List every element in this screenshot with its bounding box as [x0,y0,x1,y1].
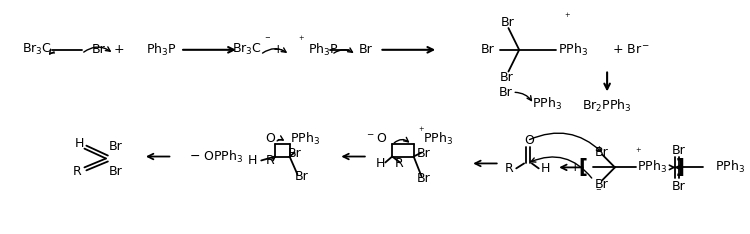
Text: Br$_2$PPh$_3$: Br$_2$PPh$_3$ [582,98,632,114]
Text: Br: Br [416,147,430,160]
Text: Br$_3$C: Br$_3$C [232,42,262,57]
Text: PPh$_3$: PPh$_3$ [715,159,745,176]
Text: H: H [541,162,550,175]
Text: PPh$_3$: PPh$_3$ [558,42,588,58]
Text: $^-$: $^-$ [595,187,603,197]
Text: Br: Br [594,146,608,159]
Text: +: + [113,43,124,56]
Text: $^-$O: $^-$O [365,132,387,145]
Text: $^+$: $^+$ [563,12,572,22]
Text: O: O [524,134,534,147]
Text: R: R [74,165,82,178]
Text: Br: Br [594,178,608,191]
Text: $^-$: $^-$ [263,35,272,45]
Text: $^+$: $^+$ [297,35,305,45]
Text: Br: Br [499,86,512,99]
Text: +: + [272,43,284,56]
Text: H: H [248,154,257,167]
Text: Br: Br [671,144,686,157]
Text: Br: Br [416,172,430,185]
Text: Br: Br [109,165,122,178]
Text: + Br$^-$: + Br$^-$ [612,43,650,56]
Text: Br: Br [671,180,686,193]
Text: PPh$_3$: PPh$_3$ [532,96,562,112]
Text: PPh$_3$: PPh$_3$ [638,159,668,176]
Text: +: + [569,161,580,174]
Text: Br: Br [92,43,106,56]
Text: O: O [265,132,275,145]
Text: Br: Br [500,16,514,29]
Text: Ph$_3$P: Ph$_3$P [146,42,176,58]
Text: H: H [376,157,386,170]
Text: Br: Br [295,170,308,183]
Text: Br: Br [287,147,302,160]
Text: Br: Br [359,43,373,56]
Text: H: H [75,137,84,150]
Text: Br$_3$C: Br$_3$C [22,42,53,57]
Text: R: R [394,157,404,170]
Text: $^+$: $^+$ [634,148,643,157]
Text: R: R [266,154,274,167]
Text: $\mathbf{[}$: $\mathbf{[}$ [578,156,587,178]
Text: PPh$_3$: PPh$_3$ [290,131,320,147]
Text: $^+$: $^+$ [416,126,425,136]
Text: R: R [505,162,514,175]
Text: $-$ OPPh$_3$: $-$ OPPh$_3$ [190,149,244,165]
Text: Ph$_3$P: Ph$_3$P [308,42,339,58]
Text: Br: Br [500,71,513,84]
Text: Br: Br [481,43,495,56]
Text: $\mathbf{]}$: $\mathbf{]}$ [676,156,685,178]
Text: PPh$_3$: PPh$_3$ [424,131,454,147]
Text: Br: Br [109,140,122,153]
